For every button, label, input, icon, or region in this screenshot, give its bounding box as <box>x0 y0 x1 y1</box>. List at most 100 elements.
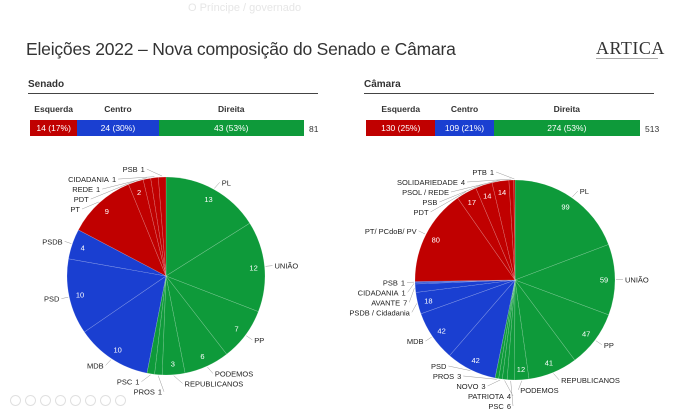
pie-leader-line <box>487 379 501 387</box>
pie-slice-pros <box>494 279 516 379</box>
pie-slice-uni-o <box>514 244 616 316</box>
pie-category-label: PSB <box>422 198 437 207</box>
pie-value-label: 1 <box>158 388 162 397</box>
pie-slice-psb <box>475 182 516 281</box>
pie-value-label: 1 <box>96 185 100 194</box>
view-icon[interactable] <box>55 395 66 406</box>
pie-value-label: 9 <box>105 207 109 216</box>
next-icon[interactable] <box>25 395 36 406</box>
more-icon[interactable] <box>115 395 126 406</box>
pie-slice-avante <box>414 279 516 293</box>
pie-slice-mdb <box>420 279 516 357</box>
pie-category-label: PDT <box>74 195 89 204</box>
pie-value-label: 14 <box>498 188 506 197</box>
senado-heading: Senado <box>28 79 318 94</box>
pie-value-label: 1 <box>401 278 405 287</box>
pie-category-label: PSD <box>431 362 447 371</box>
pie-leader-line <box>141 374 151 382</box>
pie-slice-solidariedade <box>508 179 516 281</box>
pie-category-label: PSC <box>488 402 504 411</box>
pie-category-label: SOLIDARIEDADE <box>397 178 458 187</box>
pie-slice-psdb-cidadania <box>415 279 516 315</box>
zoom-icon[interactable] <box>70 395 81 406</box>
viewer-toolbar <box>10 395 126 406</box>
pie-category-label: PL <box>222 178 231 187</box>
pie-leader-line <box>118 176 155 180</box>
pie-value-label: 13 <box>204 195 212 204</box>
pie-category-label: AVANTE <box>371 298 400 307</box>
pie-value-label: 47 <box>582 329 590 338</box>
pie-category-label: PODEMOS <box>215 369 253 378</box>
pie-value-label: 4 <box>507 392 511 401</box>
pie-leader-line <box>425 336 432 342</box>
pie-value-label: 2 <box>137 188 141 197</box>
composition-bar: 14 (17%) 24 (30%) 43 (53%) <box>30 120 304 136</box>
pie-slice-psb <box>414 279 516 284</box>
pie-slice-pt-pcdob-pv <box>414 197 516 282</box>
bar-header-centro: Centro <box>450 104 479 114</box>
pie-category-label: CIDADANIA <box>358 288 399 297</box>
pie-value-label: 10 <box>76 291 84 300</box>
bar-segment-esquerda: 14 (17%) <box>30 120 78 136</box>
pie-slice-republicanos <box>514 279 576 380</box>
subtitle-icon[interactable] <box>100 395 111 406</box>
bar-header-direita: Direita <box>218 104 245 114</box>
pie-value-label: 14 <box>483 191 491 200</box>
pie-slice-psd <box>449 278 516 379</box>
pie-slice-pl <box>165 176 251 277</box>
bar-header-centro: Centro <box>104 104 132 114</box>
pie-leader-line <box>418 230 426 235</box>
pie-category-label: PT <box>70 205 80 214</box>
pie-leader-line <box>430 191 467 213</box>
pie-slice-pp <box>514 279 610 361</box>
pie-slice-pdt <box>128 179 167 277</box>
camara-section: Câmara <box>364 79 654 94</box>
pie-leader-line <box>407 283 415 293</box>
pie-category-label: PROS <box>433 372 454 381</box>
pie-category-label: REDE <box>72 185 93 194</box>
pie-leader-line <box>146 168 163 177</box>
pie-leader-line <box>510 380 514 407</box>
pie-category-label: MDB <box>87 361 104 370</box>
pie-leader-line <box>61 296 69 299</box>
pie-value-label: 4 <box>81 244 85 253</box>
pie-category-label: PATRIOTA <box>468 392 504 401</box>
pie-slice-cidadania <box>150 176 167 277</box>
pie-category-label: PL <box>580 187 589 196</box>
bar-total: 513 <box>645 124 660 134</box>
pie-slice-pros <box>154 275 167 376</box>
pie-slice-novo <box>498 279 516 380</box>
faint-background-text: O Príncipe / governado <box>188 2 302 14</box>
pie-category-label: PSDB / Cidadania <box>349 308 410 317</box>
bar-total: 81 <box>309 124 319 134</box>
pie-value-label: 3 <box>481 382 485 391</box>
pie-category-label: REPUBLICANOS <box>185 379 244 388</box>
pie-category-label: PP <box>254 336 264 345</box>
bar-header-direita: Direita <box>553 104 581 114</box>
prev-icon[interactable] <box>10 395 21 406</box>
pie-slice-rede <box>142 177 167 277</box>
pie-slice-pl <box>514 179 609 281</box>
pie-category-label: PSB <box>123 165 138 174</box>
pen-icon[interactable] <box>40 395 51 406</box>
pie-category-label: MDB <box>407 337 424 346</box>
pie-slice-republicanos <box>161 275 186 376</box>
pie-leader-line <box>411 303 417 313</box>
pie-leader-line <box>518 380 523 390</box>
pie-slice-psc <box>506 279 516 381</box>
pie-value-label: 41 <box>545 358 553 367</box>
artica-logo: ARTICA <box>596 38 665 59</box>
pie-value-label: 1 <box>141 165 145 174</box>
pie-value-label: 12 <box>517 365 525 374</box>
pie-value-label: 10 <box>113 346 121 355</box>
pie-value-label: 1 <box>402 288 406 297</box>
pie-leader-line <box>214 182 220 189</box>
bar-segment-direita: 274 (53%) <box>493 120 640 136</box>
pie-leader-line <box>64 241 72 244</box>
grid-icon[interactable] <box>85 395 96 406</box>
pie-leader-line <box>463 375 497 380</box>
pie-slice-pp <box>165 275 259 355</box>
pie-leader-line <box>496 171 515 180</box>
pie-slice-psol-rede <box>491 179 516 281</box>
